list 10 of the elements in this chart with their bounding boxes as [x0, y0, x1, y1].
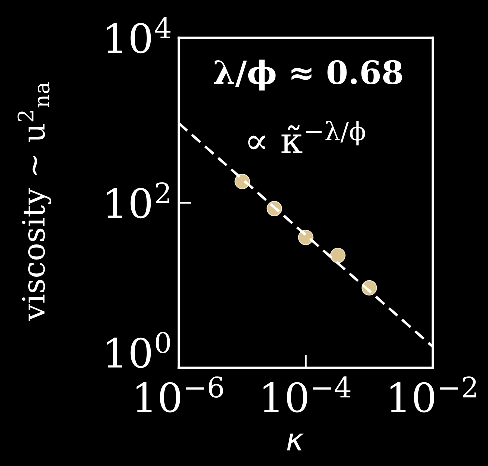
y-axis-title: viscosity ∼ u$^{2}$$_{na}$	[18, 82, 52, 322]
annotation: ∝ κ̃$^{−λ/ϕ}$	[248, 121, 366, 154]
annotation: λ/ϕ ≈ 0.68	[214, 60, 402, 91]
x-tick-label: 10$^{−2}$	[390, 376, 476, 413]
x-tick-label: 10$^{−6}$	[136, 376, 224, 413]
x-tick-label: 10$^{−4}$	[264, 376, 351, 413]
x-axis-title: κ	[287, 434, 304, 451]
y-tick-label: 10$^{2}$	[107, 182, 170, 219]
y-tick-label: 10$^{4}$	[107, 17, 171, 54]
y-tick-label: 10$^{0}$	[107, 332, 170, 368]
